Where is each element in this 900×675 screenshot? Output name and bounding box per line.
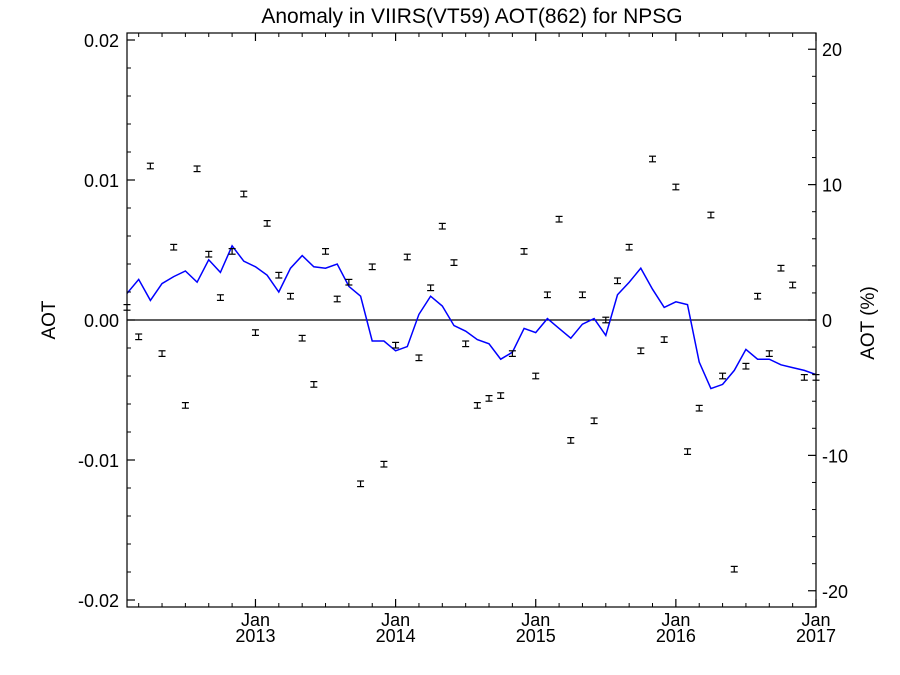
data-point: [135, 333, 143, 341]
x-tick-label-year: 2014: [376, 626, 416, 646]
x-tick-label-month: Jan: [801, 610, 830, 630]
data-point: [543, 291, 551, 299]
data-point: [310, 381, 318, 388]
x-tick-label-year: 2015: [516, 626, 556, 646]
data-point: [777, 264, 785, 272]
data-point: [205, 250, 213, 258]
data-point: [450, 259, 458, 266]
data-point: [357, 480, 365, 488]
data-point: [602, 316, 610, 324]
y-right-tick-label: 0: [822, 311, 832, 331]
y-left-tick-label: -0.02: [78, 591, 119, 611]
x-tick-label-year: 2017: [796, 626, 836, 646]
data-point: [415, 354, 423, 362]
data-point: [742, 362, 750, 370]
data-point: [181, 402, 189, 409]
data-point: [567, 437, 575, 444]
data-point: [660, 336, 668, 343]
data-point: [427, 284, 435, 292]
data-point: [637, 347, 645, 355]
y-axis-left-label: AOT: [39, 300, 60, 339]
data-point: [392, 341, 400, 349]
trend-line: [126, 244, 817, 390]
y-right-tick-label: -20: [822, 582, 848, 602]
data-point: [532, 372, 540, 380]
chart-title: Anomaly in VIIRS(VT59) AOT(862) for NPSG: [261, 5, 682, 28]
data-point: [730, 565, 738, 573]
data-point: [625, 243, 633, 251]
x-tick-label-month: Jan: [521, 610, 550, 630]
x-tick-label-year: 2013: [235, 626, 275, 646]
data-point: [485, 395, 493, 402]
data-point: [765, 350, 773, 357]
data-point: [684, 448, 692, 455]
y-left-tick-label: 0.02: [84, 31, 119, 51]
data-point: [707, 211, 715, 219]
data-point: [649, 155, 657, 163]
x-tick-label-month: Jan: [381, 610, 410, 630]
y-right-tick-label: 10: [822, 176, 842, 196]
data-point: [240, 190, 248, 198]
data-point: [578, 291, 586, 299]
data-point: [719, 372, 727, 380]
data-point: [555, 215, 563, 223]
data-point: [520, 248, 528, 255]
data-point: [613, 277, 621, 285]
data-point: [263, 220, 271, 227]
y-left-tick-label: 0.01: [84, 171, 119, 191]
data-point: [800, 374, 808, 381]
x-tick-label-month: Jan: [241, 610, 270, 630]
data-point: [275, 271, 283, 279]
data-point: [508, 350, 516, 357]
y-right-tick-label: 20: [822, 40, 842, 60]
data-point: [473, 402, 481, 409]
y-axis-right-label: AOT (%): [858, 286, 879, 360]
data-point: [590, 417, 598, 425]
data-point: [438, 222, 446, 230]
y-left-tick-label: 0.00: [84, 311, 119, 331]
data-point: [672, 183, 680, 191]
data-point: [695, 404, 703, 412]
data-point: [333, 295, 341, 303]
data-point: [754, 292, 762, 300]
data-point: [228, 248, 236, 255]
data-point: [345, 278, 353, 286]
data-point: [251, 329, 259, 336]
data-point: [497, 392, 505, 399]
data-point: [170, 243, 178, 251]
data-point: [368, 263, 376, 271]
data-point: [462, 340, 470, 348]
data-point: [193, 165, 201, 173]
x-tick-label-month: Jan: [661, 610, 690, 630]
data-point: [322, 248, 330, 255]
data-point: [146, 162, 154, 170]
data-point: [403, 253, 411, 261]
data-point: [298, 334, 306, 342]
data-point: [380, 460, 388, 468]
x-tick-label-year: 2016: [656, 626, 696, 646]
y-right-tick-label: -10: [822, 446, 848, 466]
y-left-tick-label: -0.01: [78, 451, 119, 471]
data-point: [158, 350, 166, 357]
data-point: [789, 281, 797, 289]
data-point: [216, 294, 224, 301]
data-point: [286, 292, 294, 300]
